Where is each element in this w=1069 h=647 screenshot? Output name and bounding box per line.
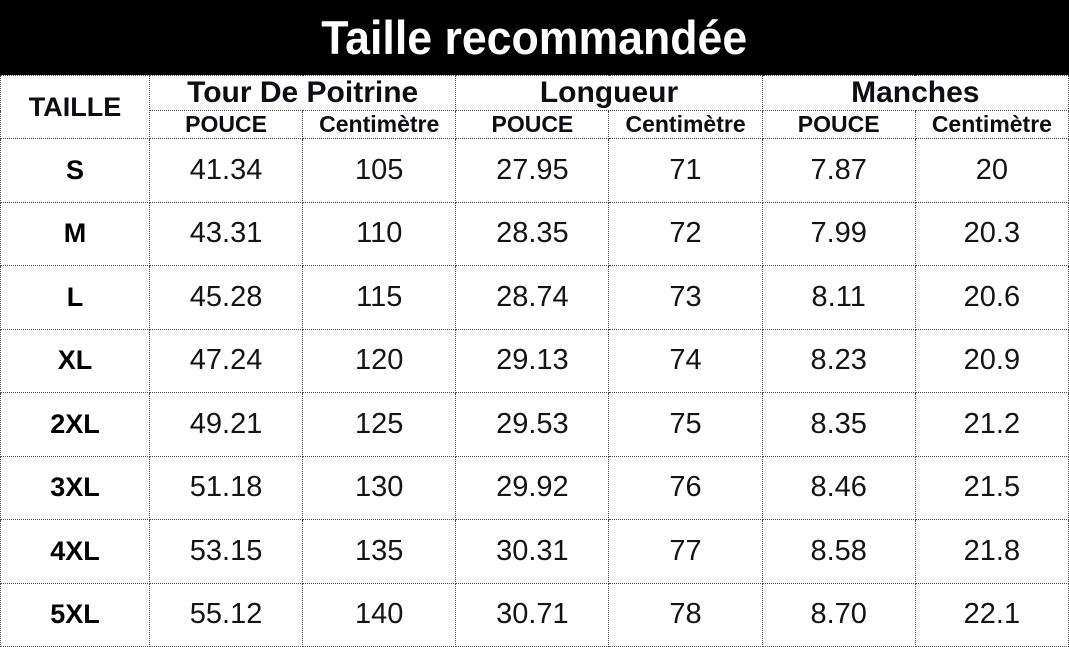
table-cell: 49.21 (148, 392, 304, 457)
unit-header-sleeves-cm: Centimètre (914, 110, 1069, 139)
table-row-4xl: 4XL 53.15 135 30.31 77 8.58 21.8 (0, 519, 1069, 584)
table-cell: 51.18 (148, 455, 304, 520)
table-cell: 115 (302, 265, 457, 330)
table-cell: 55.12 (148, 582, 304, 647)
table-cell: 140 (302, 582, 457, 647)
table-cell: 21.5 (914, 455, 1069, 520)
unit-header-chest-inch: POUCE (148, 110, 304, 139)
table-cell: 8.46 (761, 455, 916, 520)
table-cell: 8.70 (761, 582, 916, 647)
table-row-l: L 45.28 115 28.74 73 8.11 20.6 (0, 265, 1069, 330)
size-label: 2XL (0, 392, 150, 457)
table-cell: 78 (608, 582, 763, 647)
size-label: S (0, 138, 150, 203)
unit-header-chest-cm: Centimètre (302, 110, 457, 139)
table-row-3xl: 3XL 51.18 130 29.92 76 8.46 21.5 (0, 455, 1069, 520)
page-title: Taille recommandée (321, 11, 748, 64)
table-cell: 20.6 (914, 265, 1069, 330)
column-group-sleeves: Manches (761, 75, 1069, 111)
size-label: L (0, 265, 150, 330)
table-cell: 8.11 (761, 265, 916, 330)
table-cell: 135 (302, 519, 457, 584)
table-cell: 43.31 (148, 201, 304, 266)
table-cell: 76 (608, 455, 763, 520)
table-cell: 74 (608, 328, 763, 393)
table-cell: 125 (302, 392, 457, 457)
column-header-taille: TAILLE (0, 75, 150, 139)
table-cell: 105 (302, 138, 457, 203)
unit-header-length-cm: Centimètre (608, 110, 763, 139)
table-cell: 45.28 (148, 265, 304, 330)
table-cell: 27.95 (455, 138, 610, 203)
unit-header-sleeves-inch: POUCE (761, 110, 916, 139)
table-cell: 20.3 (914, 201, 1069, 266)
table-cell: 29.53 (455, 392, 610, 457)
table-cell: 77 (608, 519, 763, 584)
table-cell: 75 (608, 392, 763, 457)
size-label: 5XL (0, 582, 150, 647)
table-cell: 28.74 (455, 265, 610, 330)
table-row-s: S 41.34 105 27.95 71 7.87 20 (0, 138, 1069, 203)
column-group-length: Longueur (455, 75, 763, 111)
unit-header-length-inch: POUCE (455, 110, 610, 139)
table-cell: 20.9 (914, 328, 1069, 393)
size-label: XL (0, 328, 150, 393)
table-cell: 30.71 (455, 582, 610, 647)
table-cell: 22.1 (914, 582, 1069, 647)
table-row-m: M 43.31 110 28.35 72 7.99 20.3 (0, 201, 1069, 266)
table-cell: 28.35 (455, 201, 610, 266)
column-group-chest: Tour De Poitrine (148, 75, 457, 111)
table-cell: 71 (608, 138, 763, 203)
table-row-5xl: 5XL 55.12 140 30.71 78 8.70 22.1 (0, 582, 1069, 647)
table-cell: 30.31 (455, 519, 610, 584)
size-table: TAILLE Tour De Poitrine Longueur Manches… (0, 75, 1069, 647)
table-cell: 29.13 (455, 328, 610, 393)
table-cell: 20 (914, 138, 1069, 203)
size-label: 4XL (0, 519, 150, 584)
table-cell: 21.8 (914, 519, 1069, 584)
table-cell: 130 (302, 455, 457, 520)
size-label: 3XL (0, 455, 150, 520)
table-row-xl: XL 47.24 120 29.13 74 8.23 20.9 (0, 328, 1069, 393)
table-cell: 7.87 (761, 138, 916, 203)
table-cell: 72 (608, 201, 763, 266)
table-cell: 29.92 (455, 455, 610, 520)
table-cell: 8.58 (761, 519, 916, 584)
table-cell: 7.99 (761, 201, 916, 266)
table-cell: 8.23 (761, 328, 916, 393)
table-cell: 73 (608, 265, 763, 330)
table-cell: 8.35 (761, 392, 916, 457)
group-header-row: TAILLE Tour De Poitrine Longueur Manches (0, 75, 1069, 139)
table-cell: 120 (302, 328, 457, 393)
unit-header-row: POUCE Centimètre POUCE Centimètre POUCE … (1, 110, 1069, 139)
table-cell: 47.24 (148, 328, 304, 393)
table-cell: 110 (302, 201, 457, 266)
table-cell: 53.15 (148, 519, 304, 584)
table-row-2xl: 2XL 49.21 125 29.53 75 8.35 21.2 (0, 392, 1069, 457)
title-bar: Taille recommandée (0, 0, 1069, 75)
size-label: M (0, 201, 150, 266)
table-cell: 21.2 (914, 392, 1069, 457)
table-cell: 41.34 (148, 138, 304, 203)
